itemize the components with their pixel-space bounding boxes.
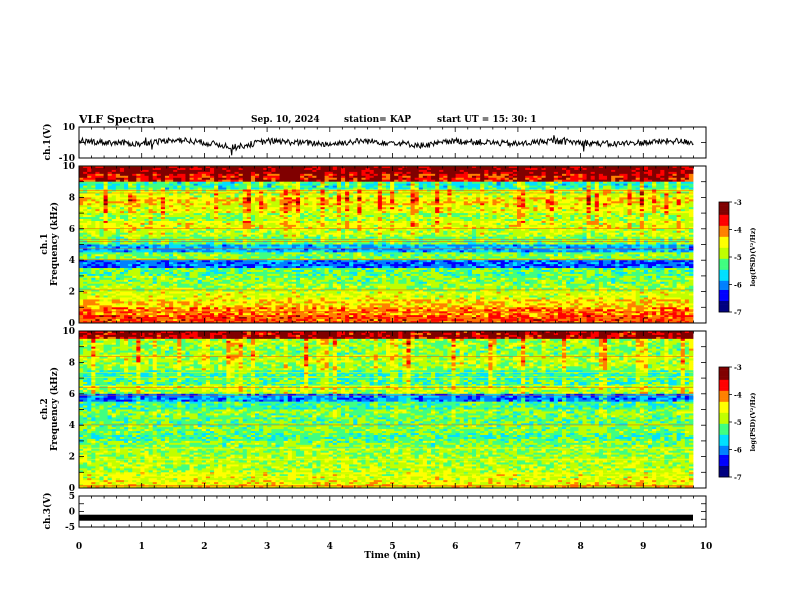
y-tick-label: -10 xyxy=(59,154,75,164)
x-axis-label: Time (min) xyxy=(364,550,421,561)
colorbar-tick-label: -4 xyxy=(734,391,742,400)
ch3-waveform-panel xyxy=(79,514,693,521)
y-tick-label: 4 xyxy=(69,256,75,266)
x-tick-label: 1 xyxy=(139,542,145,552)
y-tick-label: 10 xyxy=(62,162,75,172)
colorbar-tick-label: -3 xyxy=(734,363,742,372)
x-tick-label: 0 xyxy=(76,542,82,552)
y-tick-label: 0 xyxy=(69,484,75,494)
date-label: Sep. 10, 2024 xyxy=(251,115,320,125)
colorbar-tick-label: -6 xyxy=(734,281,742,290)
colorbar-label: log(PSD)(V²/Hz) xyxy=(749,393,757,452)
station-label: station= KAP xyxy=(344,115,411,125)
y-tick-label: 0 xyxy=(69,508,75,518)
x-tick-label: 6 xyxy=(452,542,458,552)
x-tick-label: 4 xyxy=(327,542,333,552)
y-tick-label: 10 xyxy=(62,327,75,337)
ch3-ylabel: ch.3(V) xyxy=(42,493,53,530)
ch1-ylabel: ch.1(V) xyxy=(42,124,53,161)
ch2-freq-ylabel: ch.2 Frequency (kHz) xyxy=(40,367,60,451)
colorbar-tick-label: -7 xyxy=(734,308,742,317)
y-tick-label: 5 xyxy=(69,492,75,502)
ch1-waveform-panel xyxy=(79,135,694,156)
colorbar-tick-label: -3 xyxy=(734,198,742,207)
x-tick-label: 2 xyxy=(201,542,207,552)
y-tick-label: 2 xyxy=(69,288,75,298)
y-tick-label: 6 xyxy=(69,225,75,235)
ch1-freq-ylabel: ch.1 Frequency (kHz) xyxy=(40,202,60,286)
colorbar-tick-label: -6 xyxy=(734,446,742,455)
y-tick-label: 10 xyxy=(62,123,75,133)
colorbar-tick-label: -4 xyxy=(734,226,742,235)
ch3-trace xyxy=(79,514,693,521)
colorbar-tick-label: -7 xyxy=(734,473,742,482)
y-tick-label: -5 xyxy=(65,523,75,533)
colorbar-tick-label: -5 xyxy=(734,253,742,262)
ch1-spectrogram xyxy=(79,166,694,324)
y-tick-label: 8 xyxy=(69,193,75,203)
y-tick-label: 8 xyxy=(69,358,75,368)
ch2-spectrogram xyxy=(79,331,694,489)
x-tick-label: 8 xyxy=(577,542,583,552)
ch1-trace xyxy=(79,135,694,156)
y-tick-label: 2 xyxy=(69,453,75,463)
x-tick-label: 7 xyxy=(515,542,521,552)
start-time-label: start UT = 15: 30: 1 xyxy=(437,115,537,125)
colorbar-label: log(PSD)(V²/Hz) xyxy=(749,228,757,287)
x-tick-label: 5 xyxy=(389,542,395,552)
figure-title: VLF Spectra xyxy=(79,113,154,126)
colorbar-tick-label: -5 xyxy=(734,418,742,427)
y-tick-label: 0 xyxy=(69,319,75,329)
x-tick-label: 9 xyxy=(640,542,646,552)
x-tick-label: 10 xyxy=(700,542,713,552)
x-tick-label: 3 xyxy=(264,542,270,552)
y-tick-label: 6 xyxy=(69,390,75,400)
y-tick-label: 4 xyxy=(69,421,75,431)
